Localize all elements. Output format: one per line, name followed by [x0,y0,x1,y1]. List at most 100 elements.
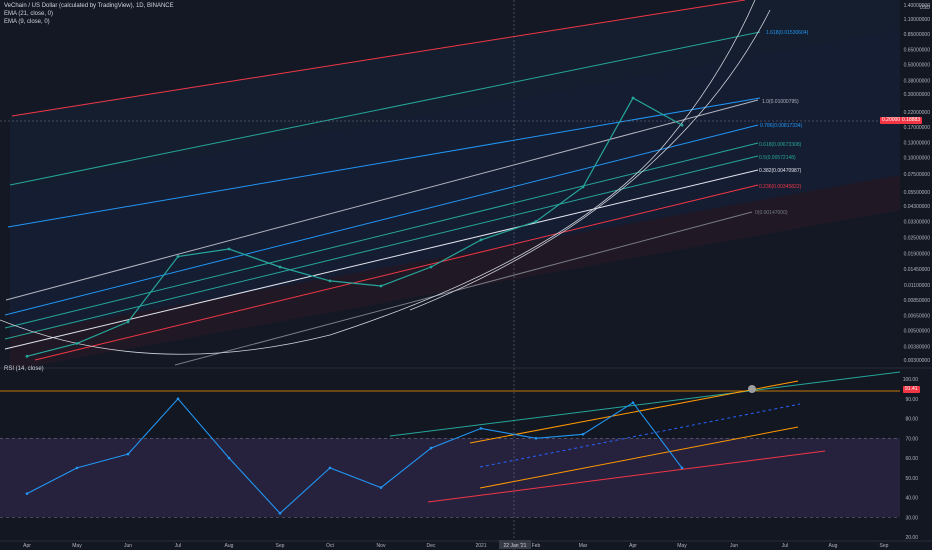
rsi-intersection-marker [748,385,756,393]
fib-label-0786: 0.786(0.00817334) [760,123,803,129]
ema-21-legend: EMA (21, close, 0) [4,11,54,17]
price-axis-tick: 0.50000000 [904,62,931,68]
price-axis-tick: 0.00650000 [904,313,931,319]
rsi-axis-tick: 30.00 [905,515,918,521]
time-axis-label-dec: Dec [427,543,436,549]
price-point-jul [176,255,180,258]
rsi-axis-tick: 60.00 [905,456,918,462]
time-axis-highlight-bg [499,540,531,549]
rsi-point-mar [581,433,585,436]
price-axis-tick: 1.40000000 [904,3,931,9]
fib-channel-fill-upper [10,0,900,190]
rsi-trend-red [427,450,826,503]
channel-line-05 [4,155,759,340]
price-axis-tick: 0.38000000 [904,78,931,84]
parabola-arc-lower [409,9,771,311]
price-axis-tick: 0.00380000 [904,344,931,350]
price-axis-tick: 0.01450000 [904,267,931,273]
rsi-axis-tick: 90.00 [905,397,918,403]
time-axis-label-apr: Apr [23,543,31,549]
time-axis-label-apr: Apr [629,543,637,549]
price-point-sep [278,265,282,269]
price-point-aug [227,247,231,251]
rsi-trend-orange-upper [469,380,799,444]
price-axis-tick: 0.85000000 [904,32,931,38]
price-axis-tick: 0.22000000 [904,110,931,116]
price-point-2021 [479,238,483,242]
channel-line-1 [5,99,759,301]
price-point-may [75,342,79,345]
fib-label-05: 0.5(0.00572148) [759,155,796,161]
time-axis-label-may: May [72,543,82,549]
price-axis-tick: 0.04300000 [904,204,931,210]
time-axis-label-feb: Feb [532,543,541,549]
rsi-point-aug [227,456,231,460]
time-axis-label-mar: Mar [579,543,588,549]
channel-line-top-green [9,31,761,186]
price-axis-tick: 0.05500000 [904,190,931,196]
rsi-point-may [680,466,684,470]
time-axis-label-2021: 2021 [475,543,486,549]
fib-channel-fill-low [10,175,900,370]
time-axis-label-sep: Sep [880,543,889,549]
rsi-point-jul [176,397,180,401]
rsi-point-apr [631,401,635,405]
rsi-point-2021 [479,427,483,430]
price-point-dec [429,265,433,269]
time-axis-label-jul: Jul [175,543,181,549]
price-point-feb [534,220,538,223]
rsi-line [26,397,683,515]
price-point-nov [379,284,383,288]
rsi-axis-tick: 100.00 [903,377,919,383]
channel-line-0618 [4,142,759,329]
price-axis-unit: USD [919,5,930,11]
price-axis-tick: 0.03300000 [904,219,931,225]
parabola-arc-upper [0,0,756,355]
rsi-point-dec [429,446,433,450]
channel-line-0 [174,211,753,366]
rsi-value-tag: 91.41 [903,386,920,393]
time-axis-label-aug: Aug [829,543,838,549]
time-axis-label-aug: Aug [225,543,234,549]
channel-line-0786 [4,124,759,316]
rsi-point-apr [25,492,29,495]
price-axis-tick: 0.00300000 [904,358,931,364]
time-axis-label-sep: Sep [276,543,285,549]
price-point-apr [631,96,635,100]
price-point-apr [25,354,29,358]
last-price-tag: 0.20000 [880,117,903,124]
fib-label-0618: 0.618(0.00673308) [759,142,802,148]
time-axis-label-oct: Oct [326,543,334,549]
price-point-jun [126,320,130,324]
chart-title: VeChain / US Dollar (calculated by Tradi… [4,3,174,9]
rsi-legend: RSI (14, close) [4,366,44,372]
rsi-point-nov [379,486,383,489]
rsi-point-may [75,466,79,470]
rsi-axis-tick: 20.00 [905,535,918,541]
rsi-point-jun [126,452,130,456]
price-point-may [680,123,684,127]
fib-label-1618: 1.618(0.01530604) [766,30,809,36]
price-point-mar [581,185,585,189]
rsi-axis-tick: 40.00 [905,496,918,502]
price-axis-tick: 0.07500000 [904,172,931,178]
time-axis-label-jun: Jun [730,543,738,549]
price-line [26,97,683,357]
time-axis-label-may: May [677,543,687,549]
rsi-axis-tick: 70.00 [905,436,918,442]
time-axis-label-nov: Nov [377,543,386,549]
time-axis-label-jun: Jun [124,543,132,549]
rsi-axis-tick: 80.00 [905,417,918,423]
price-axis-tick: 0.10000000 [904,155,931,161]
price-point-oct [328,279,332,283]
fib-label-0382: 0.382(0.00470987) [759,168,802,174]
rsi-point-feb [534,437,538,440]
price-axis-tick: 0.13000000 [904,140,931,146]
price-axis-tick: 0.01100000 [904,283,930,289]
price-axis-tick: 1.10000000 [904,17,931,23]
rsi-point-oct [328,466,332,470]
price-axis-tick: 0.30000000 [904,92,931,98]
rsi-band-fill [0,438,900,518]
